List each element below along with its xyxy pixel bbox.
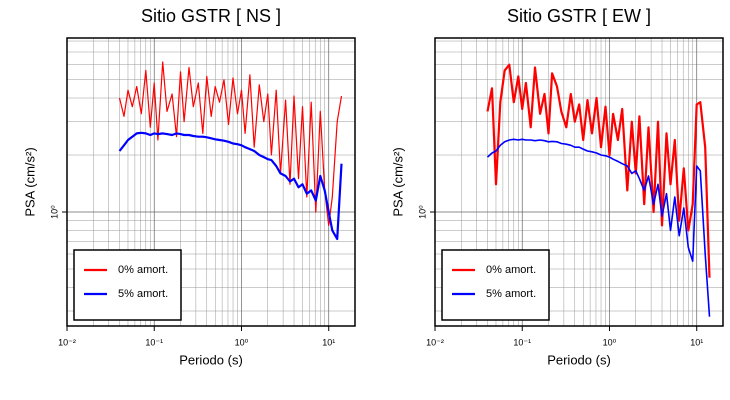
data-line xyxy=(118,61,343,226)
x-tick-label: 10⁻² xyxy=(426,337,444,347)
legend-box xyxy=(73,249,182,321)
x-tick-label: 10⁻² xyxy=(58,337,76,347)
chart-title: Sitio GSTR [ EW ] xyxy=(507,6,651,26)
x-tick-label: 10¹ xyxy=(322,337,335,347)
legend-label: 0% amort. xyxy=(118,264,168,276)
chart: Sitio GSTR [ NS ] 10⁻² 10⁻¹ 10⁰ 10¹ 10⁰ Period… xyxy=(22,6,356,367)
data-line xyxy=(486,138,711,317)
plot-frame xyxy=(434,37,724,327)
y-tick-label: 10⁰ xyxy=(49,205,59,219)
legend-box xyxy=(441,249,550,321)
x-tick-label: 10⁰ xyxy=(603,337,617,347)
data-line xyxy=(486,63,711,278)
x-tick-label: 10⁻¹ xyxy=(513,337,531,347)
chart: Sitio GSTR [ EW ] 10⁻² 10⁻¹ 10⁰ 10¹ 10⁰ Period… xyxy=(390,6,724,367)
y-axis-label: PSA (cm/s²) xyxy=(22,147,37,216)
x-tick-label: 10¹ xyxy=(690,337,703,347)
y-axis-label: PSA (cm/s²) xyxy=(390,147,405,216)
x-tick-label: 10⁻¹ xyxy=(145,337,163,347)
chart-title: Sitio GSTR [ NS ] xyxy=(141,6,281,26)
x-tick-label: 10⁰ xyxy=(235,337,249,347)
data-line xyxy=(118,131,343,241)
plot-frame xyxy=(66,37,356,327)
legend-label: 0% amort. xyxy=(486,264,536,276)
y-tick-label: 10⁰ xyxy=(417,205,427,219)
legend-label: 5% amort. xyxy=(486,288,536,300)
x-axis-label: Periodo (s) xyxy=(179,352,243,367)
legend-label: 5% amort. xyxy=(118,288,168,300)
x-axis-label: Periodo (s) xyxy=(547,352,611,367)
